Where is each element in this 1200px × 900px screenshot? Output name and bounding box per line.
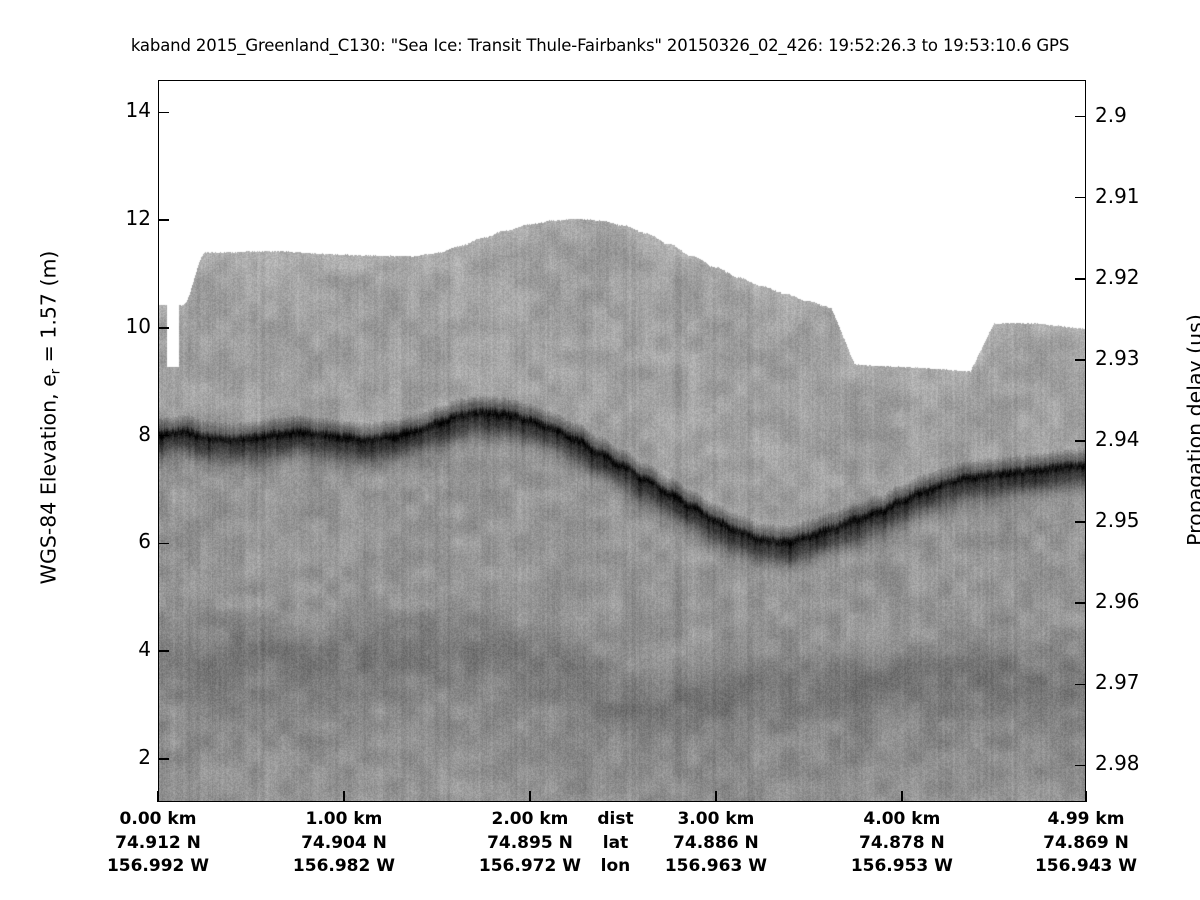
ytick-label-right: 2.96 [1095,589,1140,614]
ytick-left [158,434,169,437]
ytick-label-left: 2 [138,744,151,769]
ytick-label-left: 14 [125,98,151,123]
ytick-left [158,219,169,221]
xtick-lon: 156.982 W [292,856,396,876]
xtick-label-group: 2.00 km 74.895 N 156.972 W [425,808,635,879]
xtick-lon: 156.943 W [1034,856,1138,876]
xaxis-row-keys: dist lat lon [570,808,660,879]
figure-title: kaband 2015_Greenland_C130: "Sea Ice: Tr… [130,36,1070,55]
xtick-label-group: 3.00 km 74.886 N 156.963 W [611,808,821,879]
xtick-label-group: 4.00 km 74.878 N 156.953 W [797,808,1007,879]
xtick-lat: 74.878 N [859,832,945,853]
radar-echogram-canvas [159,81,1085,801]
xtick-dist: 1.00 km [305,809,383,829]
xtick-bottom [1085,791,1087,802]
ytick-right [1075,764,1086,767]
ytick-label-left: 4 [138,637,151,662]
xtick-label-group: 1.00 km 74.904 N 156.982 W [239,808,449,879]
xtick-dist: 4.99 km [1047,809,1125,829]
left-axis-title-suffix: = 1.57 (m) [36,250,61,369]
xtick-dist: 2.00 km [491,809,569,829]
xtick-dist: 0.00 km [119,809,197,829]
ytick-left [158,758,169,760]
ytick-right [1075,440,1086,442]
ytick-label-right: 2.95 [1095,508,1140,533]
ytick-right [1075,115,1086,118]
plot-area[interactable] [158,80,1086,802]
xaxis-row-key-lon: lon [600,856,631,876]
ytick-right [1075,196,1086,199]
ytick-right [1075,277,1086,280]
xtick-lat: 74.869 N [1043,832,1129,853]
xtick-lon: 156.953 W [850,856,953,876]
left-axis-title-prefix: WGS-84 Elevation, e [36,374,61,585]
ytick-label-right: 2.91 [1095,183,1140,208]
xtick-lat: 74.886 N [673,832,759,853]
ytick-label-right: 2.9 [1095,102,1127,127]
xtick-label-group: 0.00 km 74.912 N 156.992 W [53,808,263,879]
xtick-bottom [343,791,345,802]
right-axis-title: Propagation delay (us) [1183,314,1200,546]
xtick-bottom [157,791,159,802]
ytick-label-right: 2.98 [1095,751,1140,776]
xtick-lon: 156.992 W [106,856,210,876]
left-axis-title-subscript: r [48,368,64,375]
xtick-lat: 74.912 N [115,832,201,853]
ytick-label-left: 10 [125,313,151,338]
ytick-right [1075,359,1086,361]
xtick-bottom [529,791,531,802]
ytick-label-left: 8 [138,421,151,446]
xtick-dist: 3.00 km [677,809,755,829]
ytick-label-right: 2.97 [1095,670,1140,695]
ytick-left [158,327,169,329]
ytick-label-right: 2.94 [1095,427,1140,451]
xaxis-row-key-lat: lat [602,832,629,853]
ytick-label-right: 2.93 [1095,345,1140,370]
left-axis-title: WGS-84 Elevation, er = 1.57 (m) [37,157,64,677]
xtick-lat: 74.895 N [487,832,573,853]
ytick-left [158,650,169,652]
ytick-left [158,111,169,114]
xtick-lon: 156.972 W [478,856,581,876]
xtick-bottom [901,791,903,802]
xtick-lon: 156.963 W [664,856,767,876]
xaxis-row-key-dist: dist [597,809,634,829]
xtick-bottom [715,791,717,802]
ytick-right [1075,602,1086,605]
xtick-label-group: 4.99 km 74.869 N 156.943 W [981,808,1191,879]
ytick-right [1075,683,1086,686]
ytick-left [158,542,169,545]
xtick-lat: 74.904 N [301,832,387,853]
xtick-dist: 4.00 km [863,809,941,829]
ytick-label-left: 12 [125,206,151,231]
ytick-label-right: 2.92 [1095,264,1140,289]
ytick-label-left: 6 [138,529,151,554]
ytick-right [1075,521,1086,523]
